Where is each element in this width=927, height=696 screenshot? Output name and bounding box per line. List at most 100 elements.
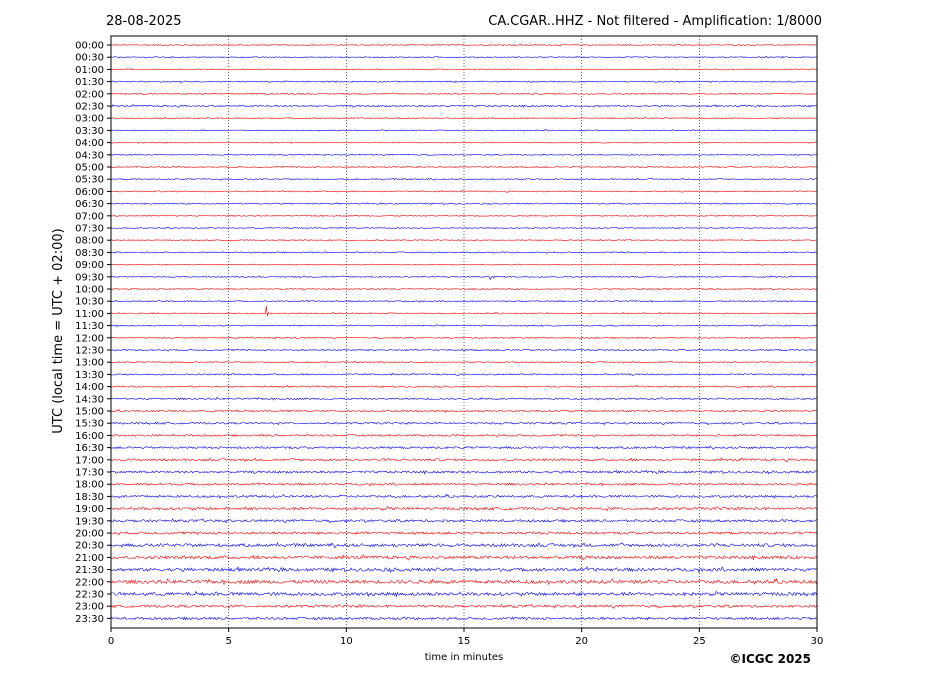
trace-0000 — [110, 43, 817, 47]
trace-1600 — [110, 433, 818, 438]
trace-0800 — [110, 239, 818, 242]
trace-0100 — [110, 68, 818, 71]
x-tick-label-3: 15 — [458, 636, 471, 647]
trace-0400 — [110, 141, 818, 144]
x-tick-labels: 0 5 10 15 20 25 30 — [108, 628, 824, 647]
y-tick-label-0400: 04:00 — [75, 138, 104, 149]
trace-1500 — [110, 409, 818, 413]
y-tick-label-2300: 23:00 — [75, 602, 104, 613]
y-tick-label-0200: 02:00 — [75, 89, 104, 100]
trace-0700 — [110, 214, 818, 218]
y-tick-label-1030: 10:30 — [75, 297, 104, 308]
trace-1200 — [110, 336, 818, 340]
trace-0230 — [110, 104, 818, 109]
chart-title: CA.CGAR..HHZ - Not filtered - Amplificat… — [488, 14, 822, 29]
y-tick-label-0500: 05:00 — [75, 163, 104, 174]
y-tick-label-0830: 08:30 — [75, 248, 104, 259]
trace-0730 — [110, 226, 818, 230]
trace-0500 — [110, 165, 818, 169]
y-axis-label: UTC (local time = UTC + 02:00) — [51, 228, 66, 433]
y-tick-label-0100: 01:00 — [75, 65, 104, 76]
y-tick-label-0330: 03:30 — [75, 126, 104, 137]
y-tick-label-1330: 13:30 — [75, 370, 104, 381]
x-tick-label-0: 0 — [108, 636, 114, 647]
y-tick-label-2330: 23:30 — [75, 614, 104, 625]
y-tick-label-1730: 17:30 — [75, 468, 104, 479]
trace-0330 — [110, 129, 818, 132]
trace-1730 — [110, 469, 818, 475]
trace-2030 — [110, 541, 818, 549]
trace-1930 — [110, 518, 818, 524]
trace-1330 — [110, 372, 818, 377]
y-tick-label-0130: 01:30 — [75, 77, 104, 88]
y-tick-label-1500: 15:00 — [75, 407, 104, 418]
y-tick-label-0930: 09:30 — [75, 272, 104, 283]
date-label: 28-08-2025 — [106, 14, 182, 29]
y-tick-label-2200: 22:00 — [75, 577, 104, 588]
trace-0300 — [110, 116, 818, 120]
y-tick-label-0700: 07:00 — [75, 211, 104, 222]
y-tick-label-1300: 13:00 — [75, 358, 104, 369]
trace-1400 — [110, 384, 818, 389]
y-tick-label-0030: 00:30 — [75, 53, 104, 64]
y-tick-label-0730: 07:30 — [75, 224, 104, 235]
y-tick-label-1800: 18:00 — [75, 480, 104, 491]
trace-0600 — [110, 189, 818, 193]
y-tick-label-0800: 08:00 — [75, 236, 104, 247]
y-tick-label-1400: 14:00 — [75, 382, 104, 393]
y-tick-label-1630: 16:30 — [75, 443, 104, 454]
y-tick-label-1000: 10:00 — [75, 285, 104, 296]
y-tick-label-2130: 21:30 — [75, 565, 104, 576]
y-tick-label-1930: 19:30 — [75, 516, 104, 527]
y-tick-label-1230: 12:30 — [75, 346, 104, 357]
trace-0830 — [110, 251, 818, 254]
trace-1230 — [110, 348, 818, 352]
trace-0200 — [110, 92, 818, 96]
y-tick-label-0000: 00:00 — [75, 41, 104, 52]
y-tick-label-0630: 06:30 — [75, 199, 104, 210]
trace-1030 — [110, 299, 818, 303]
trace-layer — [110, 43, 818, 621]
y-tick-label-1200: 12:00 — [75, 333, 104, 344]
y-tick-label-0600: 06:00 — [75, 187, 104, 198]
y-tick-label-1830: 18:30 — [75, 492, 104, 503]
x-tick-label-6: 30 — [811, 636, 824, 647]
trace-2230 — [110, 590, 818, 598]
trace-2100 — [110, 554, 818, 561]
y-tick-label-2030: 20:30 — [75, 541, 104, 552]
y-tick-label-2100: 21:00 — [75, 553, 104, 564]
plot-frame — [110, 35, 818, 629]
trace-1000 — [110, 287, 818, 291]
y-tick-label-0430: 04:30 — [75, 150, 104, 161]
y-tick-label-0300: 03:00 — [75, 114, 104, 125]
grid-lines — [228, 36, 700, 628]
y-tick-label-2000: 20:00 — [75, 529, 104, 540]
y-tick-label-1700: 17:00 — [75, 455, 104, 466]
x-tick-label-1: 5 — [225, 636, 231, 647]
y-tick-label-1600: 16:00 — [75, 431, 104, 442]
trace-1630 — [110, 445, 818, 450]
trace-0530 — [110, 177, 818, 181]
y-tick-label-0530: 05:30 — [75, 175, 104, 186]
x-axis-label: time in minutes — [425, 652, 504, 663]
trace-2130 — [110, 566, 817, 574]
y-tick-label-1100: 11:00 — [75, 309, 104, 320]
trace-1300 — [110, 360, 818, 364]
y-tick-label-2230: 22:30 — [75, 590, 104, 601]
trace-1900 — [110, 506, 818, 512]
y-tick-label-1430: 14:30 — [75, 394, 104, 405]
trace-0030 — [110, 55, 818, 59]
y-tick-label-0230: 02:30 — [75, 102, 104, 113]
x-tick-label-2: 10 — [340, 636, 353, 647]
trace-1800 — [110, 481, 818, 487]
trace-2200 — [110, 577, 818, 586]
y-tick-label-1530: 15:30 — [75, 419, 104, 430]
x-tick-label-5: 25 — [693, 636, 706, 647]
trace-1530 — [110, 421, 818, 426]
trace-1700 — [110, 457, 818, 463]
y-tick-label-1130: 11:30 — [75, 321, 104, 332]
x-tick-label-4: 20 — [575, 636, 588, 647]
trace-0630 — [110, 202, 818, 206]
